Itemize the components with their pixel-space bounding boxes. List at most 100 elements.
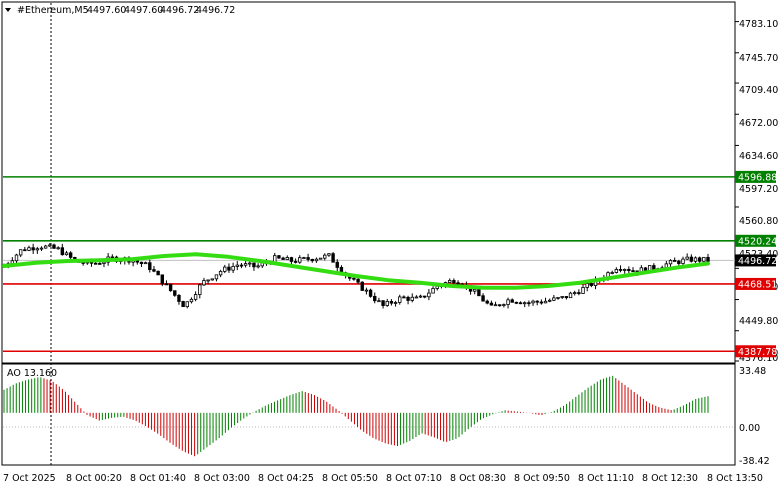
current-price-label: 4496.72 bbox=[738, 256, 777, 267]
time-axis: 7 Oct 2025 8 Oct 00:20 8 Oct 01:40 8 Oct… bbox=[3, 473, 763, 484]
candle-body bbox=[398, 296, 402, 303]
candle-body bbox=[581, 287, 585, 294]
candle-body bbox=[697, 257, 702, 262]
candle-body bbox=[293, 261, 298, 263]
time-label-1: 8 Oct 00:20 bbox=[66, 473, 122, 484]
candle-body bbox=[364, 289, 369, 292]
candle-body bbox=[173, 290, 177, 296]
time-label-10: 8 Oct 12:30 bbox=[642, 473, 698, 484]
candle-body bbox=[477, 289, 481, 297]
candle-body bbox=[431, 288, 435, 294]
candle-body bbox=[110, 256, 115, 259]
level-label-2: 4468.51 bbox=[738, 279, 777, 290]
candle-body bbox=[527, 302, 531, 305]
candle-body bbox=[310, 258, 314, 262]
current-price-label-bg bbox=[735, 254, 776, 267]
candle-body bbox=[252, 262, 256, 268]
candle-body bbox=[473, 289, 477, 292]
candle-body bbox=[381, 300, 385, 306]
time-label-9: 8 Oct 11:10 bbox=[578, 473, 634, 484]
candle-body bbox=[327, 253, 331, 256]
candle-body bbox=[610, 272, 614, 274]
time-label-2: 8 Oct 01:40 bbox=[130, 473, 186, 484]
time-label-7: 8 Oct 08:30 bbox=[450, 473, 506, 484]
candle-body bbox=[35, 248, 40, 251]
moving-average-line bbox=[2, 252, 710, 290]
level-label-bg-3 bbox=[735, 345, 776, 358]
candle-body bbox=[306, 257, 310, 260]
candle-body bbox=[323, 254, 327, 259]
header-low: 4496.72 bbox=[160, 5, 199, 16]
candle-body bbox=[223, 266, 227, 272]
candle-body bbox=[298, 257, 302, 263]
candle-body bbox=[652, 265, 656, 270]
candle-body bbox=[356, 278, 360, 283]
candle-body bbox=[622, 269, 627, 271]
level-label-1: 4520.24 bbox=[738, 236, 777, 247]
candle-body bbox=[523, 302, 527, 305]
candle-body bbox=[702, 256, 706, 262]
candle-body bbox=[181, 301, 185, 308]
candle-body bbox=[489, 302, 494, 306]
ao-histogram bbox=[3, 375, 709, 457]
price-tick-9: 4449.80 bbox=[739, 316, 778, 327]
candle-body bbox=[231, 266, 235, 271]
candle-body bbox=[368, 289, 373, 297]
candle-body bbox=[427, 292, 431, 298]
candle-body bbox=[185, 301, 189, 308]
time-label-5: 8 Oct 05:50 bbox=[322, 473, 378, 484]
candle-body bbox=[568, 292, 573, 299]
horizontal-levels: 4596.88 4520.24 4468.51 4387.78 bbox=[3, 170, 777, 358]
header-symbol: #Ethereum,M5 bbox=[17, 5, 89, 16]
time-label-8: 8 Oct 09:50 bbox=[514, 473, 570, 484]
candle-body bbox=[23, 249, 27, 252]
candle-body bbox=[160, 274, 164, 285]
candle-body bbox=[502, 304, 506, 306]
candle-body bbox=[177, 294, 181, 302]
candle-body bbox=[377, 300, 381, 303]
candle-body bbox=[248, 262, 252, 265]
main-chart-frame bbox=[1, 1, 736, 364]
candle-body bbox=[98, 263, 102, 265]
candle-body bbox=[402, 296, 406, 299]
candle-body bbox=[189, 298, 194, 303]
price-tick-1: 4745.70 bbox=[739, 53, 778, 64]
level-label-3: 4387.78 bbox=[738, 347, 777, 358]
candle-body bbox=[589, 283, 594, 286]
candle-body bbox=[289, 257, 294, 262]
candle-body bbox=[668, 260, 673, 265]
candle-body bbox=[164, 283, 169, 286]
candle-body bbox=[198, 284, 202, 295]
candle-body bbox=[48, 244, 52, 247]
candle-body bbox=[314, 258, 319, 262]
candle-body bbox=[202, 280, 206, 286]
candle-body bbox=[256, 265, 260, 268]
candle-body bbox=[14, 254, 19, 262]
candle-body bbox=[335, 261, 339, 268]
price-axis: 4783.10 4745.70 4709.40 4672.00 4634.60 … bbox=[739, 19, 778, 364]
candle-body bbox=[235, 264, 239, 267]
candle-body bbox=[423, 295, 427, 298]
candle-body bbox=[206, 279, 210, 282]
candle-body bbox=[360, 281, 364, 291]
candle-body bbox=[102, 261, 106, 264]
dropdown-triangle-icon[interactable] bbox=[5, 8, 11, 12]
candle-body bbox=[681, 258, 685, 264]
candle-body bbox=[560, 296, 564, 298]
candle-body bbox=[243, 263, 248, 266]
candle-body bbox=[214, 274, 219, 280]
candle-body bbox=[393, 302, 398, 304]
candle-body bbox=[448, 280, 452, 283]
candle-body bbox=[64, 252, 69, 256]
price-tick-3: 4672.00 bbox=[739, 118, 778, 129]
candle-body bbox=[685, 256, 689, 260]
candle-body bbox=[281, 257, 285, 260]
candle-body bbox=[318, 257, 323, 260]
candle-body bbox=[239, 264, 244, 267]
price-tick-11: 4376.10 bbox=[739, 353, 778, 364]
candle-body bbox=[577, 292, 581, 294]
candle-body bbox=[518, 302, 523, 305]
candle-body bbox=[552, 297, 556, 301]
candle-body bbox=[52, 244, 56, 249]
